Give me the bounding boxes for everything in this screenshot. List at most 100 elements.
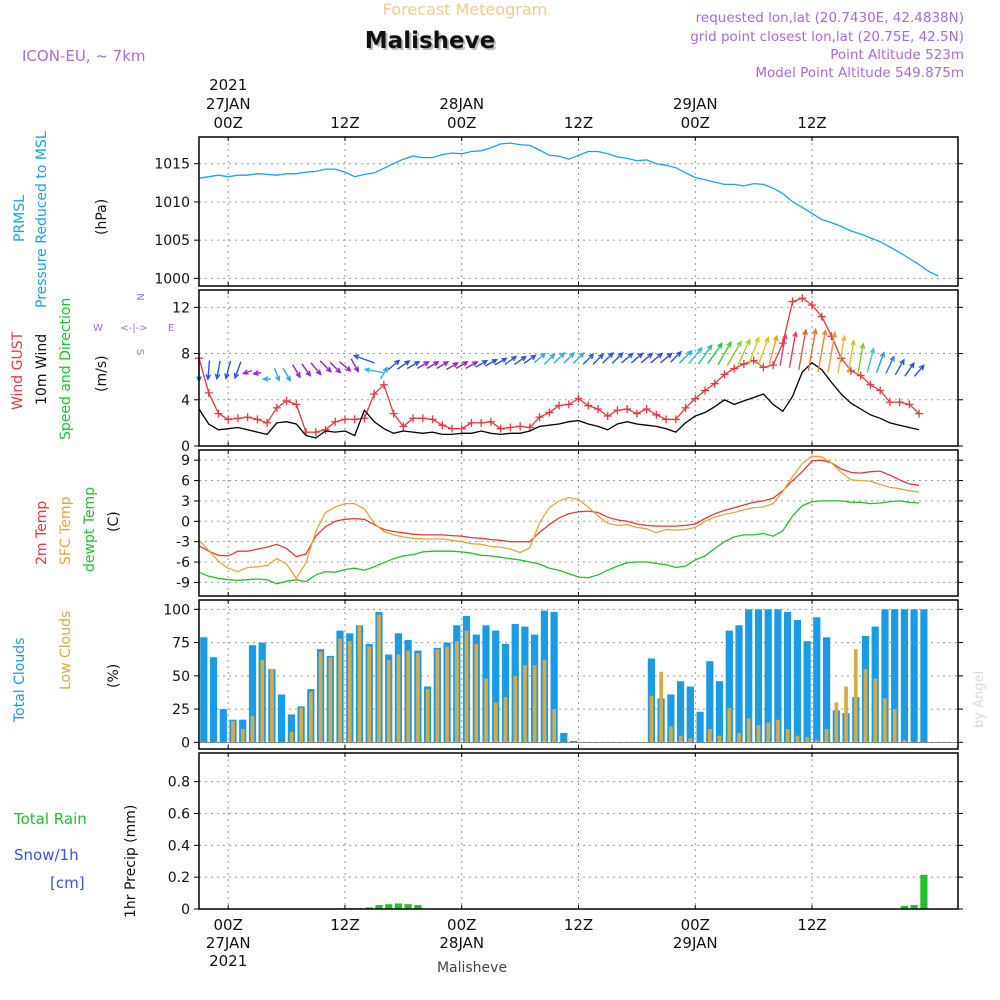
bar-low: [347, 641, 352, 743]
gust-point: [885, 398, 894, 407]
bar-low: [328, 657, 333, 743]
gust-point: [311, 428, 320, 437]
bar-total: [803, 641, 811, 743]
bar-total: [696, 711, 704, 743]
gust-point: [438, 421, 447, 430]
wind-arrow: [697, 343, 713, 365]
gust-point: [535, 413, 544, 422]
series-line-pressure: [198, 142, 939, 277]
bar-low: [318, 651, 323, 743]
gridpoint-coords: grid point closest lon,lat (20.75E, 42.5…: [690, 29, 964, 45]
bar-total: [774, 609, 782, 743]
wind-arrow: [329, 361, 342, 374]
bar-total: [677, 681, 685, 743]
wind-arrow: [224, 360, 232, 380]
time-label-top: 12Z: [564, 114, 593, 132]
gust-point: [448, 424, 456, 433]
bar-total: [784, 612, 792, 743]
clouds-label-low: Low Clouds: [58, 611, 74, 690]
bar-low: [445, 646, 449, 743]
gust-point: [282, 396, 291, 405]
ytick-label: 12: [172, 300, 190, 316]
wind-arrow: [847, 339, 856, 374]
temperature-labels: 2m Temp SFC Temp dewpt Temp (C): [34, 487, 122, 572]
time-label-top: 12Z: [797, 114, 826, 132]
temp-label-sfc: SFC Temp: [58, 496, 74, 565]
wind-arrow: [553, 351, 566, 364]
time-label-bottom: 12Z: [797, 916, 826, 934]
gust-point: [457, 424, 466, 433]
wind-arrow: [748, 336, 760, 366]
wind-arrow: [670, 350, 683, 363]
gust-point: [409, 414, 418, 423]
bar-low: [270, 669, 274, 743]
temp-label-2m: 2m Temp: [34, 501, 50, 565]
bar-low: [746, 718, 751, 743]
gust-point: [204, 388, 213, 397]
panel-wind: 0 4 8 12: [172, 289, 963, 455]
time-label-bottom: 00Z: [447, 916, 476, 934]
model-label: ICON-EU, ~ 7km: [22, 47, 146, 65]
gust-point: [525, 423, 534, 432]
bar-total: [200, 637, 208, 743]
gust-point: [613, 406, 622, 415]
gust-point: [769, 361, 778, 370]
wind-arrow: [475, 359, 489, 368]
bar-low: [464, 630, 469, 743]
series-line-wind10m: [198, 361, 920, 439]
gust-point: [496, 424, 505, 433]
gust-point: [486, 417, 495, 426]
bar-low: [902, 739, 907, 743]
wind-arrow: [455, 361, 469, 370]
gust-point: [778, 339, 787, 348]
precip-label-rain: Total Rain: [13, 810, 87, 828]
bar-total: [881, 609, 889, 743]
bar-rain: [385, 904, 393, 909]
wind-arrow: [630, 352, 644, 364]
bar-rain: [920, 874, 928, 909]
ytick-label: 1015: [154, 157, 190, 173]
ytick-label: 0: [181, 735, 190, 751]
pressure-label-msl: Pressure Reduced to MSL: [34, 131, 50, 308]
bar-low: [523, 665, 527, 743]
bar-low: [737, 733, 741, 743]
wind-arrow: [533, 352, 547, 364]
time-label-bottom: 27JAN: [206, 934, 251, 952]
wind-arrow: [273, 368, 281, 382]
gust-point: [214, 409, 223, 418]
bar-total: [287, 714, 295, 743]
wind-arrow: [572, 351, 585, 364]
precip-labels: Total Rain Snow/1h [cm] 1hr Precip (mm): [13, 805, 139, 918]
gust-point: [399, 422, 408, 431]
clouds-labels: Total Clouds Low Clouds (%): [12, 611, 122, 723]
wind-arrow: [611, 351, 624, 364]
wind-arrow: [379, 366, 388, 380]
time-label-top: 2021: [209, 76, 247, 94]
gust-point: [817, 312, 826, 321]
wind-arrow: [292, 364, 301, 379]
pressure-unit: (hPa): [94, 199, 110, 235]
gust-point: [224, 415, 233, 424]
bar-low: [532, 665, 537, 743]
time-label-top: 12Z: [330, 114, 359, 132]
gust-point: [720, 370, 729, 379]
temp-label-dewpt: dewpt Temp: [82, 487, 98, 572]
bar-low: [231, 721, 235, 743]
wind-arrow: [602, 351, 614, 364]
bar-low: [289, 731, 294, 743]
ytick-label: 0: [181, 902, 190, 918]
ytick-label: 25: [172, 702, 190, 718]
gust-point: [603, 411, 612, 420]
wind-label-10m: 10m Wind: [34, 334, 50, 405]
bar-low: [377, 614, 381, 743]
wind-arrow: [416, 361, 430, 370]
bar-total: [725, 630, 733, 743]
wind-arrow: [866, 347, 876, 373]
bar-total: [745, 609, 753, 743]
bar-total: [910, 609, 918, 743]
ytick-label: -6: [176, 555, 190, 571]
gust-point: [477, 418, 486, 427]
ytick-label: -9: [176, 575, 190, 591]
ytick-label: 1010: [154, 195, 190, 211]
wind-arrow: [387, 359, 401, 371]
